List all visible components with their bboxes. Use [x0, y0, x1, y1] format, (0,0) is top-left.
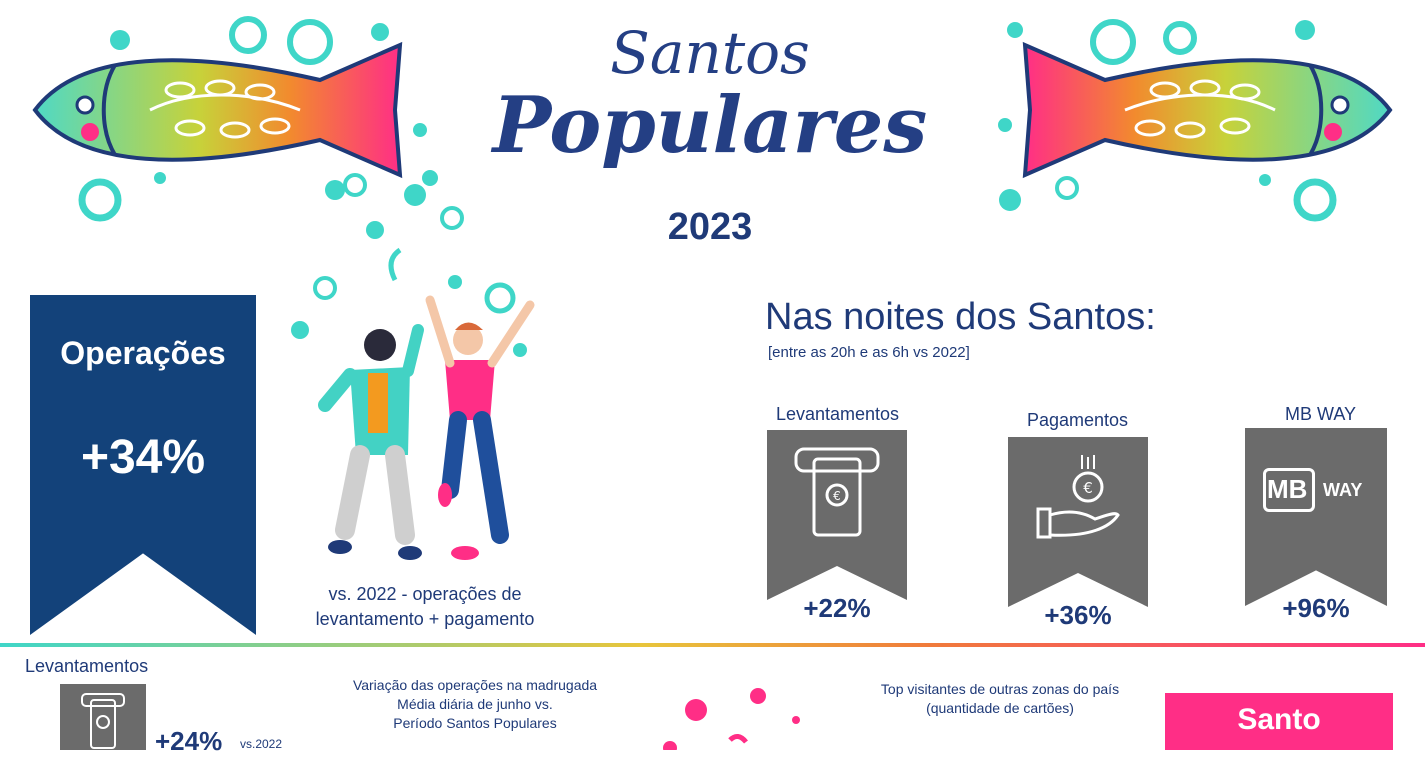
operations-caption: vs. 2022 - operações de levantamento + p…	[270, 582, 580, 632]
visitors-caption: Top visitantes de outras zonas do país (…	[830, 680, 1170, 718]
sardine-right-illustration	[998, 19, 1393, 222]
atm-cash-icon: €	[794, 447, 880, 537]
card-pagamentos-value: +36%	[1044, 600, 1112, 630]
svg-text:€: €	[833, 489, 841, 503]
title-line-santos: Santos	[610, 19, 810, 87]
card-levantamentos-value: +22%	[803, 593, 871, 623]
variation-line2: Média diária de junho vs.	[397, 696, 553, 712]
year-label: 2023	[667, 206, 753, 248]
sardine-left-illustration	[32, 16, 427, 222]
operations-ribbon: Operações +34%	[30, 295, 256, 635]
card-mbway-ribbon: MB WAY	[1245, 428, 1387, 606]
visitors-line1: Top visitantes de outras zonas do país	[880, 681, 1120, 697]
title-line-populares: Populares	[492, 80, 928, 171]
card-pagamentos-ribbon: €	[1008, 437, 1148, 607]
card-levantamentos-label: Levantamentos	[775, 404, 900, 424]
confetti-decoration	[291, 170, 527, 357]
nights-subtitle: [entre as 20h e as 6h vs 2022]	[768, 344, 970, 361]
mbway-logo-way: WAY	[1323, 480, 1363, 500]
operations-value: +34%	[80, 431, 206, 484]
page-title: Santos Populares	[480, 22, 940, 168]
santo-badge: Santo	[1165, 693, 1393, 750]
hand-coin-icon: €	[1036, 455, 1120, 539]
atm-cash-icon-small	[81, 693, 125, 749]
santo-badge-label: Santo	[1237, 703, 1321, 736]
operations-caption-line1: vs. 2022 - operações de	[328, 584, 522, 604]
svg-text:€: €	[1083, 479, 1093, 497]
card-pagamentos-label: Pagamentos	[1026, 410, 1129, 430]
dancing-people-illustration	[318, 295, 535, 560]
visitors-line2: (quantidade de cartões)	[926, 700, 1074, 716]
nights-title: Nas noites dos Santos:	[765, 296, 1156, 338]
variation-line1: Variação das operações na madrugada	[352, 677, 598, 693]
bottom-levantamentos-tile	[60, 684, 146, 750]
variation-caption: Variação das operações na madrugada Médi…	[290, 676, 660, 733]
operations-label: Operações	[60, 335, 226, 371]
card-mbway-value: +96%	[1282, 593, 1350, 623]
mbway-logo-frame	[1263, 468, 1315, 512]
mbway-logo-mb: MB	[1267, 474, 1308, 504]
pink-confetti-decoration	[663, 688, 800, 750]
section-divider	[0, 643, 1425, 647]
bottom-levantamentos-vs: vs.2022	[240, 737, 283, 751]
bottom-levantamentos-value: +24%	[155, 726, 223, 756]
operations-caption-line2: levantamento + pagamento	[315, 609, 535, 629]
variation-line3: Período Santos Populares	[393, 715, 557, 731]
card-levantamentos-ribbon: €	[767, 430, 907, 600]
bottom-levantamentos-label: Levantamentos	[25, 656, 149, 676]
card-mbway-label: MB WAY	[1285, 404, 1356, 424]
mbway-logo: MB WAY	[1263, 466, 1373, 516]
